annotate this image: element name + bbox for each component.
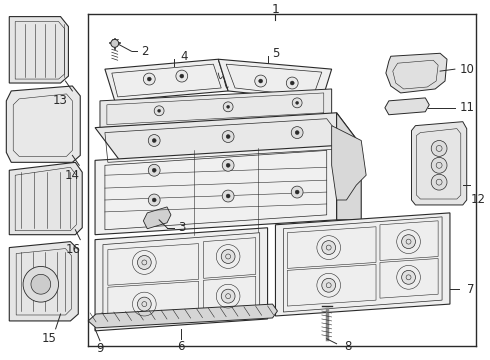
Text: 3: 3 <box>178 221 186 234</box>
Polygon shape <box>337 113 361 220</box>
Text: 4: 4 <box>180 50 188 63</box>
Circle shape <box>221 289 235 303</box>
Text: 16: 16 <box>66 243 81 256</box>
Text: 8: 8 <box>344 340 352 353</box>
Circle shape <box>147 77 151 81</box>
Circle shape <box>286 77 298 89</box>
Polygon shape <box>100 89 332 128</box>
Circle shape <box>291 186 303 198</box>
Circle shape <box>222 159 234 171</box>
Circle shape <box>176 70 188 82</box>
Polygon shape <box>144 207 171 229</box>
Text: 13: 13 <box>53 94 68 107</box>
Circle shape <box>431 157 447 173</box>
Text: 14: 14 <box>65 169 80 182</box>
Circle shape <box>31 274 50 294</box>
Text: 7: 7 <box>466 283 474 296</box>
Circle shape <box>291 127 303 139</box>
Text: 2: 2 <box>142 45 149 58</box>
Circle shape <box>152 198 156 202</box>
Circle shape <box>180 74 184 78</box>
Circle shape <box>322 278 336 292</box>
Circle shape <box>222 131 234 143</box>
Circle shape <box>148 194 160 206</box>
Circle shape <box>137 297 151 311</box>
Polygon shape <box>9 17 69 83</box>
Circle shape <box>226 163 230 167</box>
Text: 5: 5 <box>272 47 279 60</box>
Circle shape <box>221 249 235 264</box>
Circle shape <box>148 135 160 147</box>
Circle shape <box>111 39 119 47</box>
Polygon shape <box>95 228 268 331</box>
Text: 11: 11 <box>460 101 475 114</box>
Polygon shape <box>332 126 366 200</box>
Polygon shape <box>385 98 429 115</box>
Circle shape <box>259 79 263 83</box>
Circle shape <box>137 256 151 269</box>
Circle shape <box>23 266 59 302</box>
Circle shape <box>322 240 336 255</box>
Polygon shape <box>95 113 361 160</box>
Circle shape <box>292 98 302 108</box>
Circle shape <box>152 168 156 172</box>
Circle shape <box>223 102 233 112</box>
Circle shape <box>227 105 230 108</box>
Circle shape <box>154 106 164 116</box>
Polygon shape <box>218 59 332 101</box>
Circle shape <box>295 131 299 135</box>
Circle shape <box>226 135 230 139</box>
Circle shape <box>295 190 299 194</box>
Text: 10: 10 <box>460 63 475 76</box>
Polygon shape <box>88 304 277 328</box>
Polygon shape <box>95 145 337 235</box>
Text: 6: 6 <box>177 340 185 353</box>
Polygon shape <box>9 242 78 321</box>
Polygon shape <box>412 122 466 205</box>
Circle shape <box>144 73 155 85</box>
Polygon shape <box>105 59 228 101</box>
Polygon shape <box>6 86 80 162</box>
Circle shape <box>295 102 298 104</box>
Circle shape <box>402 235 416 248</box>
Circle shape <box>290 81 294 85</box>
Text: 1: 1 <box>271 3 279 16</box>
Text: 15: 15 <box>41 332 56 345</box>
Circle shape <box>226 194 230 198</box>
Circle shape <box>431 140 447 156</box>
Text: 9: 9 <box>96 342 104 355</box>
Polygon shape <box>386 53 447 93</box>
Circle shape <box>431 174 447 190</box>
Circle shape <box>158 109 161 112</box>
Polygon shape <box>9 162 82 235</box>
Circle shape <box>222 190 234 202</box>
Circle shape <box>402 270 416 284</box>
Circle shape <box>148 164 160 176</box>
Circle shape <box>152 139 156 143</box>
Polygon shape <box>275 213 450 316</box>
Text: 12: 12 <box>471 193 486 207</box>
Circle shape <box>255 75 267 87</box>
